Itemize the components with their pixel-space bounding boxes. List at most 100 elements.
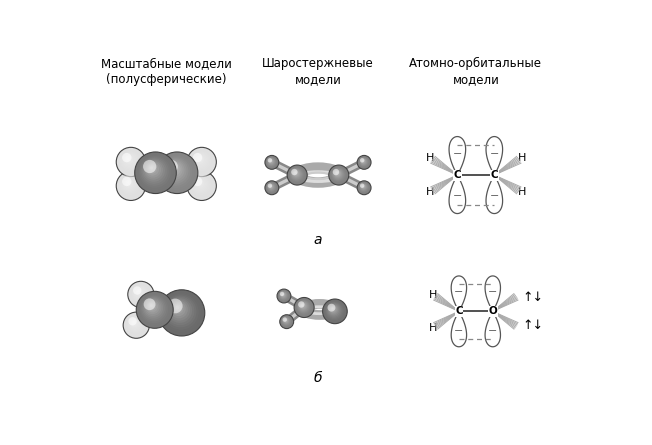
Circle shape <box>123 177 136 191</box>
Circle shape <box>136 154 175 192</box>
Circle shape <box>192 176 210 194</box>
Circle shape <box>298 301 304 307</box>
Circle shape <box>150 304 153 307</box>
Circle shape <box>156 152 198 194</box>
Circle shape <box>336 172 338 174</box>
Circle shape <box>330 166 347 183</box>
Circle shape <box>329 306 337 313</box>
Circle shape <box>125 156 132 162</box>
Circle shape <box>137 290 141 294</box>
Circle shape <box>332 307 334 309</box>
Circle shape <box>125 180 132 186</box>
Circle shape <box>280 315 293 328</box>
Circle shape <box>123 312 149 338</box>
Circle shape <box>122 153 138 168</box>
Circle shape <box>128 317 137 325</box>
Circle shape <box>121 152 139 170</box>
Circle shape <box>358 156 370 169</box>
Circle shape <box>192 153 209 168</box>
Circle shape <box>283 318 289 324</box>
Circle shape <box>135 288 143 296</box>
Circle shape <box>360 158 366 165</box>
Circle shape <box>119 150 141 173</box>
Text: −: − <box>488 287 497 297</box>
Circle shape <box>149 165 155 172</box>
Text: Шаростержневые
модели: Шаростержневые модели <box>262 57 374 86</box>
Circle shape <box>194 154 207 167</box>
Circle shape <box>359 183 368 191</box>
Circle shape <box>145 300 160 314</box>
Text: −: − <box>490 191 499 201</box>
Circle shape <box>130 318 140 328</box>
Circle shape <box>164 160 178 173</box>
Circle shape <box>297 300 310 313</box>
Polygon shape <box>485 276 501 311</box>
Circle shape <box>280 292 286 298</box>
Circle shape <box>291 169 301 178</box>
Circle shape <box>280 315 293 328</box>
Circle shape <box>361 185 365 189</box>
Circle shape <box>333 169 339 175</box>
Polygon shape <box>451 276 467 311</box>
Circle shape <box>119 174 141 196</box>
Circle shape <box>126 316 145 333</box>
Circle shape <box>359 157 368 167</box>
Ellipse shape <box>304 170 333 180</box>
Circle shape <box>265 182 278 194</box>
Circle shape <box>125 313 148 337</box>
Circle shape <box>122 153 132 162</box>
Circle shape <box>117 149 144 175</box>
Circle shape <box>301 303 305 308</box>
Circle shape <box>193 177 202 186</box>
Circle shape <box>289 167 304 182</box>
Circle shape <box>332 168 344 180</box>
Circle shape <box>128 317 142 331</box>
Text: б: б <box>314 371 322 385</box>
Circle shape <box>300 303 306 309</box>
Circle shape <box>193 153 202 162</box>
Circle shape <box>121 176 139 194</box>
Circle shape <box>147 301 158 312</box>
Circle shape <box>125 314 147 336</box>
Circle shape <box>268 158 274 165</box>
Circle shape <box>150 166 153 170</box>
Circle shape <box>359 182 368 192</box>
Circle shape <box>167 162 183 178</box>
Circle shape <box>116 147 145 177</box>
Circle shape <box>283 318 289 324</box>
Circle shape <box>126 157 130 161</box>
Circle shape <box>361 184 366 190</box>
Circle shape <box>195 155 204 164</box>
Circle shape <box>324 301 345 321</box>
Circle shape <box>269 159 273 163</box>
Circle shape <box>291 169 297 175</box>
Circle shape <box>168 298 192 323</box>
Circle shape <box>267 157 276 167</box>
Text: −: − <box>454 326 464 336</box>
Circle shape <box>148 302 156 311</box>
Circle shape <box>301 304 303 306</box>
Circle shape <box>187 171 216 200</box>
Circle shape <box>130 283 152 305</box>
Text: Масштабные модели
(полусферические): Масштабные модели (полусферические) <box>101 57 231 86</box>
Circle shape <box>134 287 144 298</box>
Circle shape <box>267 158 276 166</box>
Text: H: H <box>428 323 437 333</box>
Circle shape <box>267 158 275 166</box>
Circle shape <box>278 290 290 303</box>
Circle shape <box>127 158 129 160</box>
Circle shape <box>281 293 285 297</box>
Circle shape <box>294 298 314 318</box>
Circle shape <box>299 302 307 310</box>
Circle shape <box>270 185 272 187</box>
Circle shape <box>145 162 161 178</box>
Circle shape <box>362 160 364 162</box>
Circle shape <box>266 182 277 193</box>
Circle shape <box>335 171 340 175</box>
Text: ↑↓: ↑↓ <box>522 291 543 304</box>
Circle shape <box>197 157 201 161</box>
Circle shape <box>169 299 190 321</box>
Polygon shape <box>486 175 503 214</box>
Circle shape <box>129 283 153 307</box>
Circle shape <box>166 161 185 180</box>
